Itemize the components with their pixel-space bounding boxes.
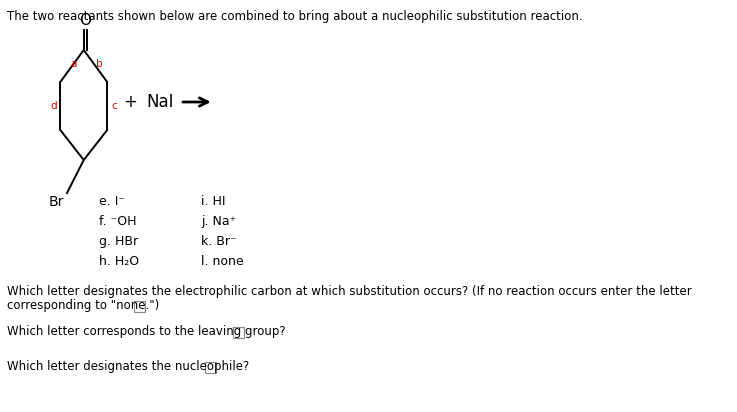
FancyBboxPatch shape (233, 327, 244, 338)
Text: l. none: l. none (201, 255, 244, 268)
Text: Br: Br (49, 195, 63, 209)
Text: b: b (97, 59, 103, 69)
Text: g. HBr: g. HBr (99, 235, 138, 248)
Text: Which letter corresponds to the leaving group?: Which letter corresponds to the leaving … (7, 325, 285, 338)
Text: h. H₂O: h. H₂O (99, 255, 139, 268)
Text: Which letter designates the electrophilic carbon at which substitution occurs? (: Which letter designates the electrophili… (7, 285, 691, 298)
Text: j. Na⁺: j. Na⁺ (201, 215, 237, 228)
Text: f. ⁻OH: f. ⁻OH (99, 215, 136, 228)
FancyBboxPatch shape (205, 362, 216, 373)
Text: corresponding to "none."): corresponding to "none.") (7, 299, 159, 312)
Text: k. Br⁻: k. Br⁻ (201, 235, 237, 248)
Text: O: O (80, 13, 91, 28)
Text: +: + (123, 93, 137, 111)
Text: c: c (111, 101, 116, 111)
Text: i. HI: i. HI (201, 195, 226, 208)
Text: Which letter designates the nucleophile?: Which letter designates the nucleophile? (7, 360, 249, 373)
Text: NaI: NaI (147, 93, 174, 111)
FancyBboxPatch shape (134, 301, 145, 312)
Text: e. I⁻: e. I⁻ (99, 195, 125, 208)
Text: The two reactants shown below are combined to bring about a nucleophilic substit: The two reactants shown below are combin… (7, 10, 582, 23)
Text: a: a (71, 59, 77, 69)
Text: d: d (50, 101, 57, 111)
